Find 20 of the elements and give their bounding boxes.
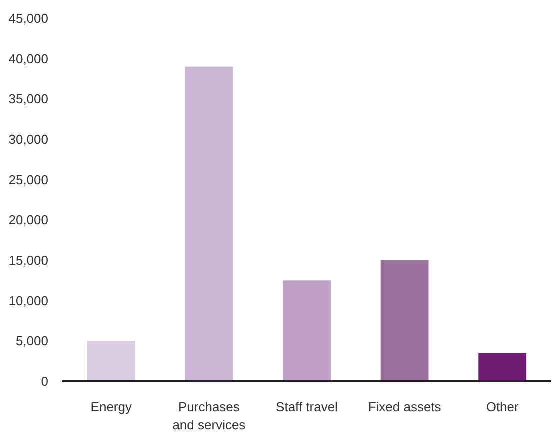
x-tick-label: Fixed assets	[368, 400, 442, 414]
y-tick-label: 40,000	[8, 51, 49, 66]
x-tick-label: Energy	[90, 400, 132, 414]
x-tick-label: Staff travel	[276, 400, 338, 414]
y-tick-label: 20,000	[8, 212, 49, 228]
bar	[478, 353, 527, 382]
y-tick-label: 35,000	[8, 92, 49, 107]
bar	[185, 66, 234, 382]
bar	[283, 280, 331, 382]
y-tick-label: 30,000	[8, 132, 49, 147]
y-tick-label: 45,000	[8, 11, 49, 26]
y-tick-label: 15,000	[8, 253, 49, 268]
y-tick-label: 10,000	[8, 293, 49, 308]
bar	[380, 260, 429, 382]
y-tick-label: 0	[41, 374, 49, 389]
y-tick-label: 25,000	[8, 172, 49, 188]
bar	[87, 341, 136, 382]
y-tick-label: 5,000	[16, 334, 49, 349]
x-tick-label: Purchases and services	[172, 400, 246, 432]
x-tick-label: Other	[486, 400, 520, 414]
